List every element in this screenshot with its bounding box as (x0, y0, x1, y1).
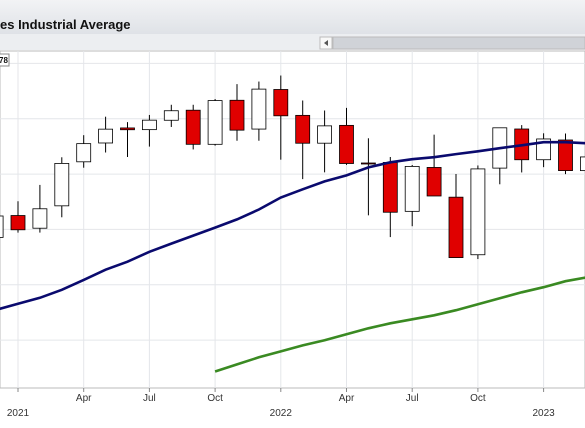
candle-body (448, 196, 464, 259)
x-tick-label: Oct (207, 393, 223, 404)
candle-body (120, 127, 135, 131)
x-tick-label: Oct (470, 393, 486, 404)
candle-body (295, 114, 311, 144)
candle-body (404, 166, 420, 212)
candle-body (536, 138, 551, 161)
x-tick-label: Jul (143, 393, 156, 404)
price-label: 78 (0, 56, 8, 65)
header (0, 0, 585, 34)
x-tick-label: Apr (339, 393, 355, 404)
candle-body (360, 162, 376, 165)
chart-title: es Industrial Average (0, 17, 131, 32)
scroll-arrow (324, 40, 328, 46)
moving-average-line (0, 140, 585, 311)
x-tick-label: Jul (406, 393, 419, 404)
candle-body (580, 156, 585, 172)
candle-body (0, 215, 4, 238)
candle-body (185, 109, 201, 145)
x-tick-label: Apr (76, 393, 92, 404)
candle-body (10, 215, 26, 231)
candle-body (273, 89, 289, 117)
candle-body (141, 119, 157, 131)
candle-body (98, 128, 113, 144)
candle-body (54, 163, 70, 207)
moving-average-line (214, 276, 585, 373)
candle-body (229, 99, 245, 131)
candle-body (470, 168, 486, 256)
x-tick-label: 2023 (532, 408, 555, 419)
grid (0, 51, 585, 388)
candle-body (382, 162, 398, 213)
candle-body (251, 88, 267, 130)
candle-body (163, 110, 179, 121)
x-tick-label: 2022 (270, 408, 293, 419)
candle-body (76, 143, 92, 163)
candle-body (317, 125, 333, 144)
plot (0, 75, 585, 373)
candle-body (558, 139, 573, 171)
candle-body (207, 100, 223, 145)
candle-body (426, 167, 442, 197)
x-tick-label: 2021 (7, 408, 30, 419)
price-label-box (0, 53, 10, 67)
plot-area (0, 50, 585, 389)
scrollbar[interactable] (332, 36, 585, 50)
candle-body (339, 124, 354, 164)
x-axis: 2021 Apr Jul Oct 2022 Apr Jul Oct 2023 (7, 388, 555, 419)
candle-body (32, 208, 48, 229)
